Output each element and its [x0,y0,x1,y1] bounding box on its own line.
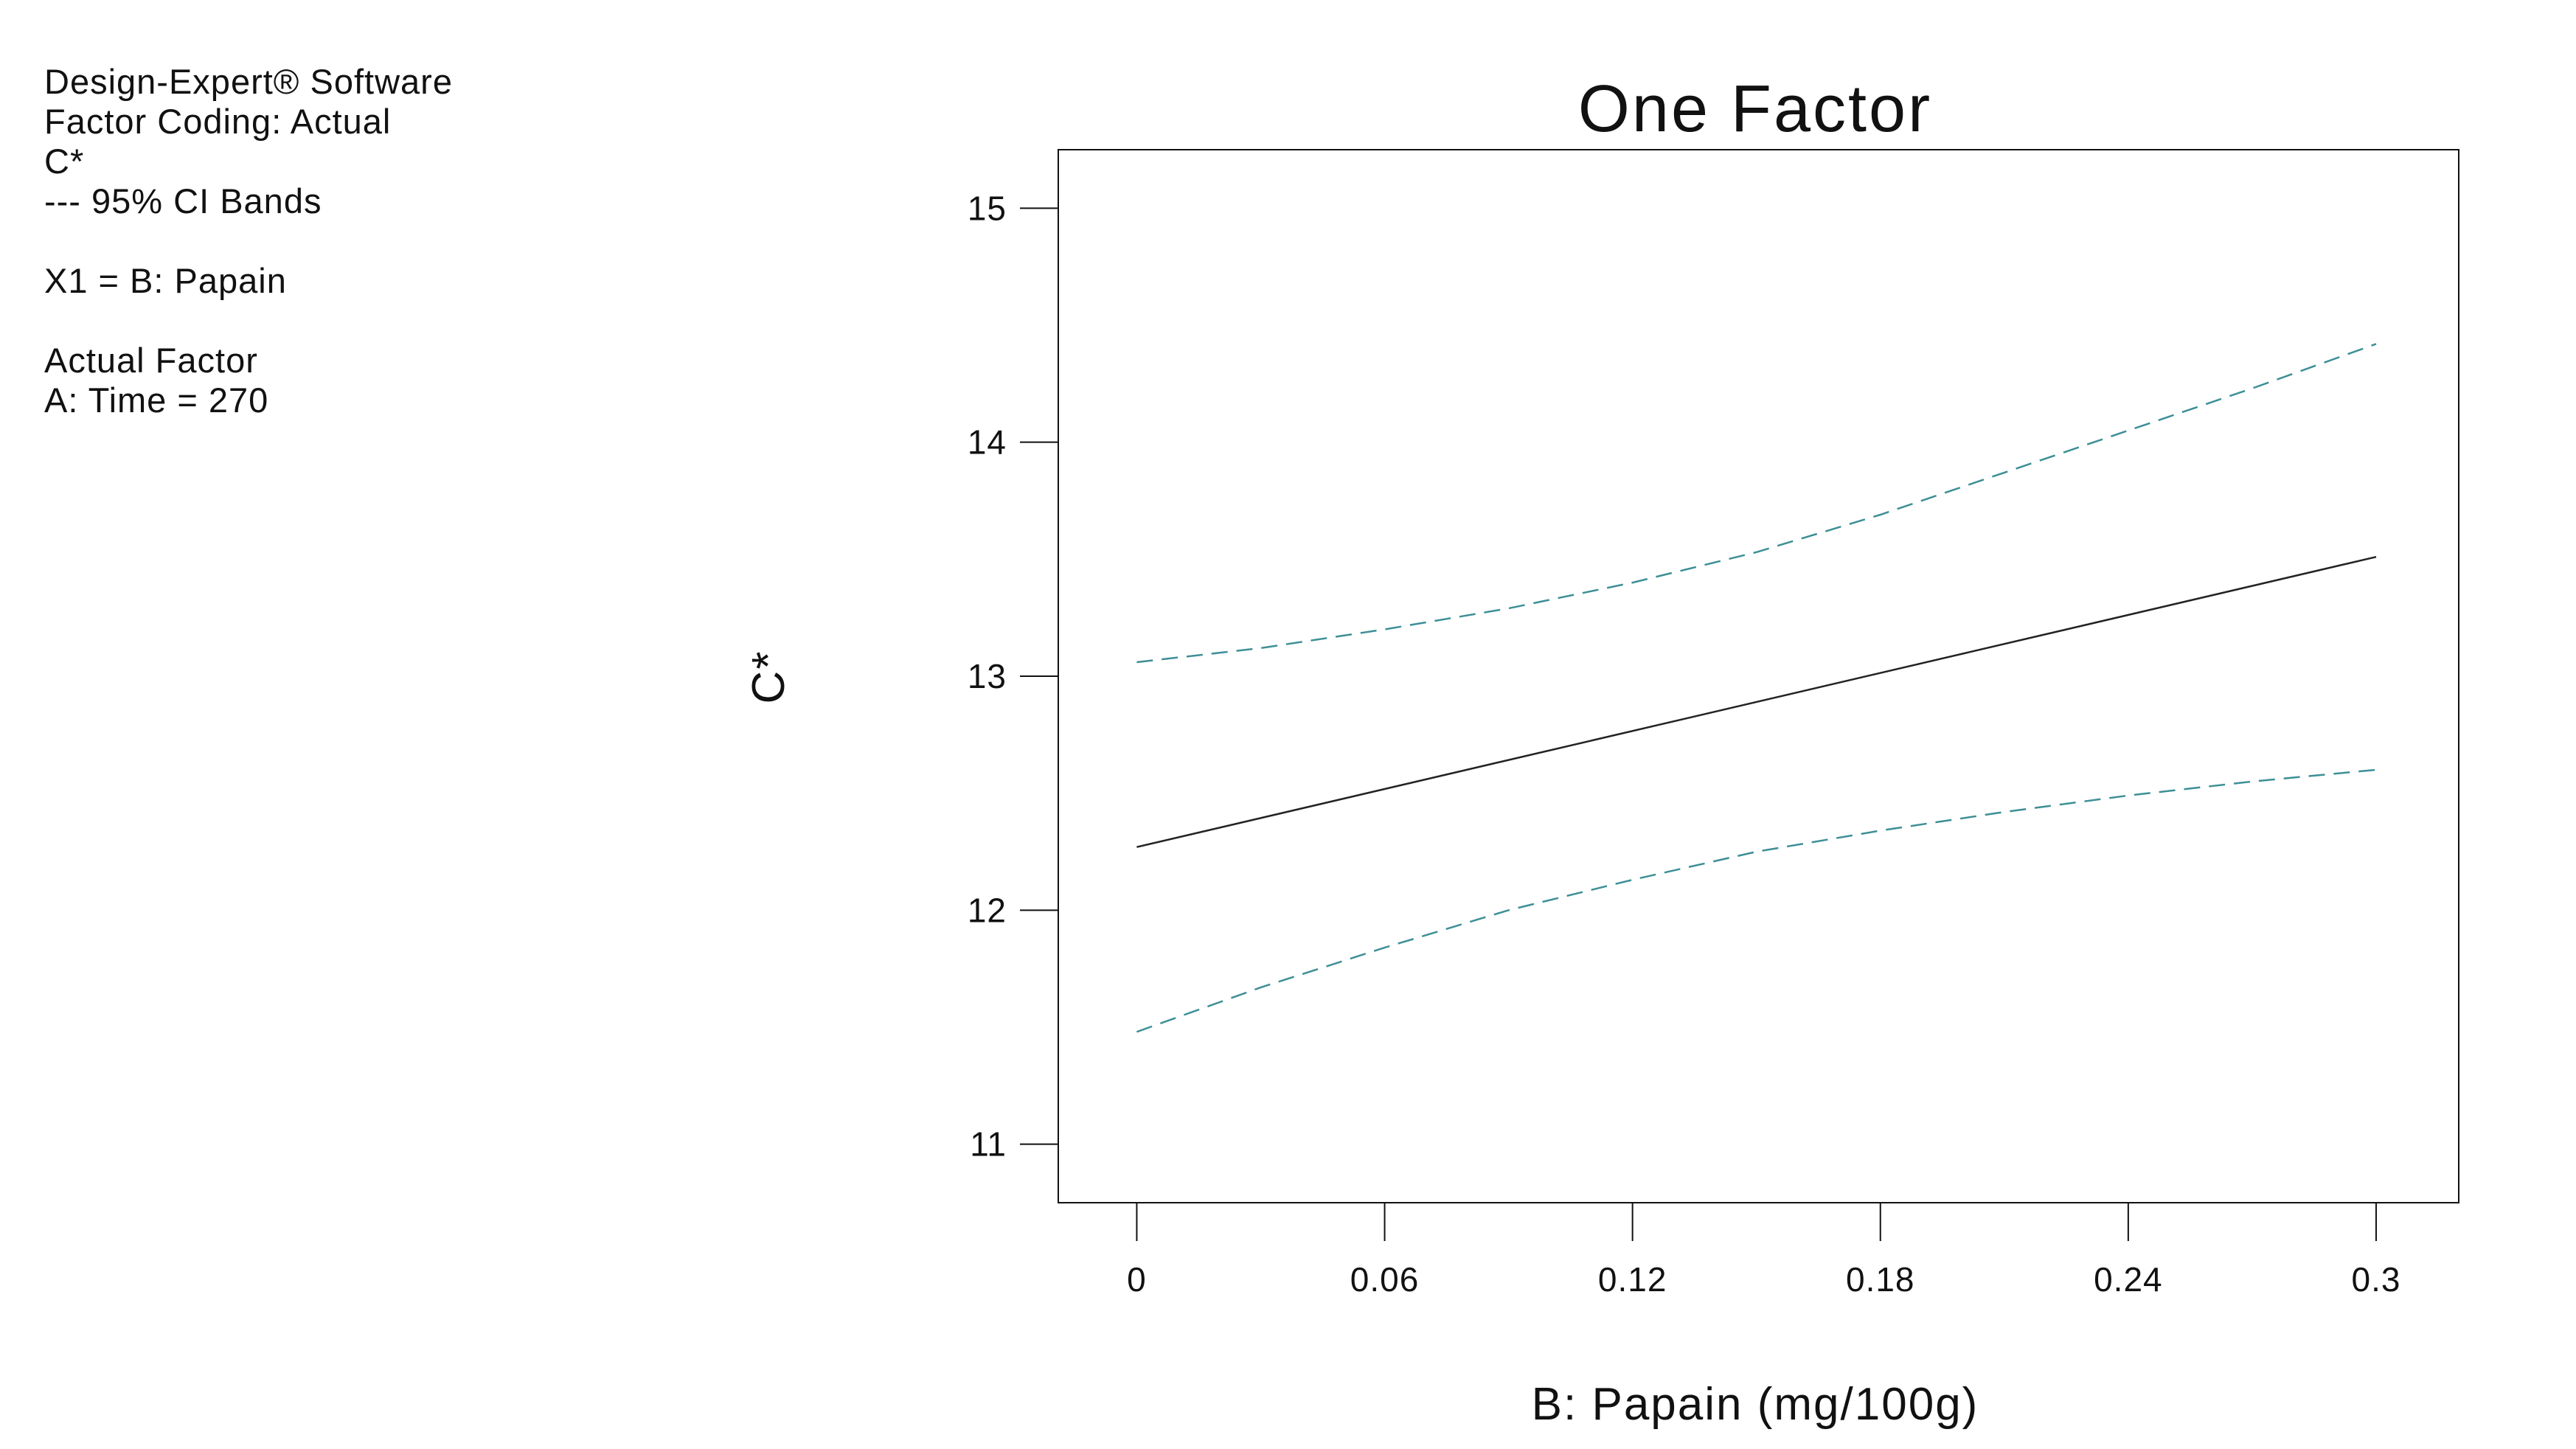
y-axis: 11 12 13 14 15 [968,189,1058,1164]
ci-bands-legend: --- 95% CI Bands [44,181,322,220]
software-name: Design-Expert® Software [44,62,453,101]
plot-area-frame [1058,149,2459,1203]
y-tick-label: 11 [970,1125,1007,1164]
response-name: C* [44,142,85,181]
x-axis-title: B: Papain (mg/100g) [1532,1379,1979,1430]
x-tick-label: 0 [1127,1260,1147,1299]
x-axis: 0 0.06 0.12 0.18 0.24 0.3 [1127,1203,2400,1299]
x-tick-label: 0.12 [1598,1260,1667,1299]
x-tick-label: 0.06 [1350,1260,1420,1299]
y-tick-label: 15 [968,189,1007,227]
y-tick-label: 12 [968,891,1007,929]
actual-factor-heading: Actual Factor [44,341,258,380]
prediction-line [1136,555,2377,848]
chart-title: One Factor [1578,72,1932,146]
y-tick-label: 14 [968,423,1007,462]
y-tick-label: 13 [968,657,1007,695]
actual-factor-value: A: Time = 270 [44,381,269,420]
ci-upper-band-line [1136,343,2377,664]
x-tick-label: 0.24 [2094,1260,2163,1299]
factor-coding-label: Factor Coding: Actual [44,102,392,141]
x-tick-label: 0.18 [1846,1260,1915,1299]
y-axis-title: C* [743,650,794,704]
series-layer [1136,343,2377,1033]
ci-lower-band-line [1136,768,2377,1033]
legend-info-panel: Design-Expert® Software Factor Coding: A… [44,62,708,420]
x1-factor-label: X1 = B: Papain [44,261,287,300]
x-tick-label: 0.3 [2351,1260,2400,1299]
